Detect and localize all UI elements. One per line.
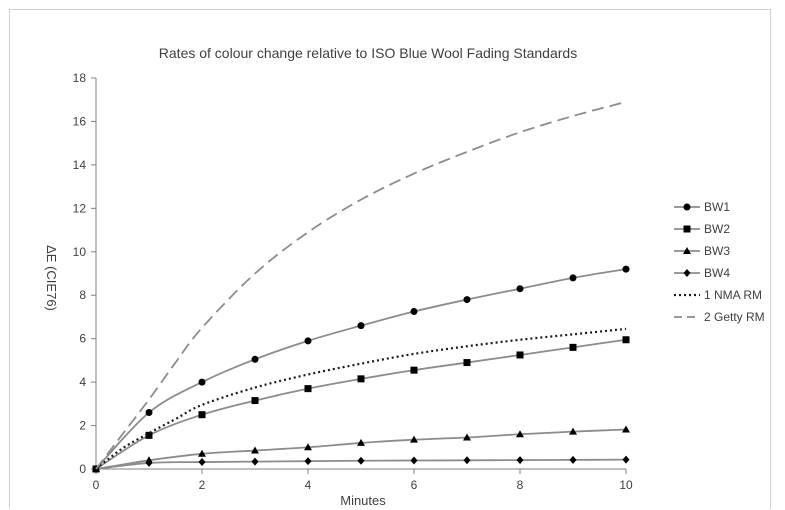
data-point-bw1 [622,265,630,273]
data-point-bw2 [622,336,630,344]
y-tick-label: 12 [73,201,87,215]
data-point-bw2 [198,411,206,419]
series-1-nma-rm [95,327,627,470]
legend-entry-bw4: BW4 [674,266,730,280]
data-point-bw3 [198,449,206,457]
data-point-bw4 [357,456,365,465]
data-point-bw3 [251,446,259,454]
y-tick-label: 8 [79,288,86,302]
series-layer [92,101,630,473]
data-point-bw1 [569,274,577,282]
data-point-bw4 [516,456,524,465]
data-point-bw4 [410,456,418,465]
series-bw4 [92,455,630,473]
data-point-bw1 [410,308,418,316]
legend-label-bw4: BW4 [704,266,730,280]
data-point-bw2 [410,366,418,374]
x-tick-label: 6 [411,478,418,492]
legend-entry-2-getty-rm: 2 Getty RM [674,310,765,324]
data-point-bw4 [622,455,630,464]
x-tick-label: 4 [305,478,312,492]
legend-marker-bw3 [683,247,691,254]
axes: 0 2 4 6 8 10 12 14 16 18 0 2 4 6 8 10 [73,71,633,492]
y-tick-label: 14 [73,158,87,172]
legend-label-2-getty-rm: 2 Getty RM [704,310,765,324]
legend: BW1 BW2 BW3 BW4 1 NMA RM 2 Getty RM [674,200,765,324]
data-point-bw3 [410,435,418,443]
legend-label-bw2: BW2 [704,222,730,236]
data-point-bw3 [357,438,365,446]
data-point-bw3 [516,430,524,438]
data-point-bw4 [304,457,312,466]
y-tick-label: 2 [79,419,86,433]
data-point-bw2 [516,351,524,359]
data-point-bw4 [569,455,577,464]
y-tick-label: 18 [73,71,87,85]
data-point-bw1 [198,378,206,386]
legend-entry-bw2: BW2 [674,222,730,236]
data-point-bw1 [516,285,524,293]
chart-title: Rates of colour change relative to ISO B… [159,45,577,61]
legend-label-bw1: BW1 [704,200,730,214]
data-point-bw2 [145,431,153,439]
legend-label-bw3: BW3 [704,244,730,258]
data-point-bw1 [357,322,365,330]
y-tick-label: 0 [79,462,86,476]
data-point-bw1 [304,337,312,345]
line-chart: Rates of colour change relative to ISO B… [44,45,765,508]
x-tick-label: 10 [619,478,633,492]
y-tick-label: 6 [79,332,86,346]
data-point-bw4 [145,458,153,467]
x-tick-label: 0 [93,478,100,492]
series-bw2 [92,336,630,473]
y-tick-label: 16 [73,114,87,128]
series-bw3 [92,425,630,472]
y-tick-label: 4 [79,375,86,389]
data-point-bw2 [304,385,312,393]
data-point-bw2 [569,343,577,351]
data-point-bw3 [304,443,312,451]
legend-marker-bw2 [683,225,691,233]
series-line-bw2 [95,338,627,470]
data-point-bw1 [463,296,471,304]
legend-marker-bw1 [683,203,691,211]
x-tick-label: 8 [517,478,524,492]
series-line-1-nma-rm [95,327,627,470]
y-tick-label: 10 [73,245,87,259]
chart-frame: Rates of colour change relative to ISO B… [9,9,771,509]
data-point-bw4 [463,456,471,465]
legend-entry-bw1: BW1 [674,200,730,214]
series-bw1 [92,265,630,473]
legend-marker-bw4 [683,269,691,277]
legend-label-1-nma-rm: 1 NMA RM [704,288,762,302]
series-2-getty-rm [95,101,627,470]
x-tick-label: 2 [199,478,206,492]
data-point-bw2 [463,359,471,367]
data-point-bw2 [251,397,259,405]
data-point-bw2 [357,375,365,383]
y-axis-label: ΔE (CIE76) [44,245,59,311]
legend-entry-1-nma-rm: 1 NMA RM [674,288,762,302]
data-point-bw1 [251,355,259,363]
data-point-bw3 [622,425,630,433]
series-line-2-getty-rm [95,101,627,470]
data-point-bw3 [569,427,577,435]
legend-entry-bw3: BW3 [674,244,730,258]
x-axis-label: Minutes [340,493,386,508]
data-point-bw4 [251,457,259,466]
data-point-bw4 [198,458,206,467]
data-point-bw1 [145,409,153,417]
data-point-bw3 [463,433,471,441]
